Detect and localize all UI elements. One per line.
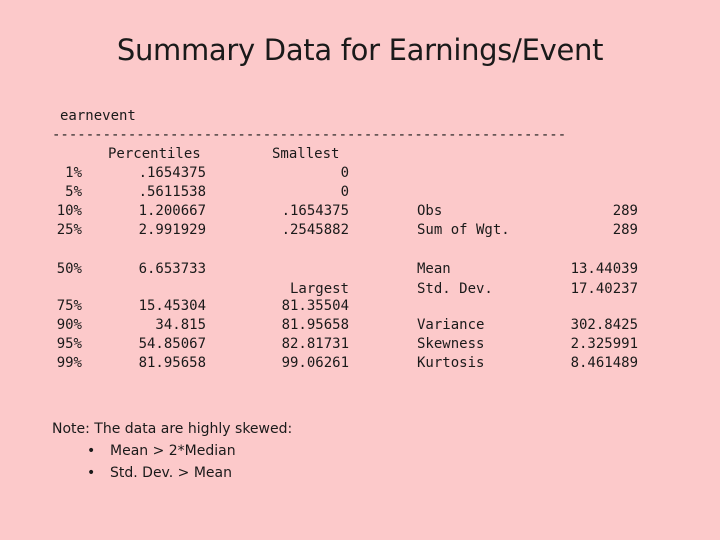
smallest-value: 0 [340,184,349,200]
pct-label: 10% [56,203,82,219]
percentile-value: .5611538 [138,184,206,200]
stat-value: 289 [612,222,638,238]
pct-label: 95% [56,336,82,352]
note-heading: Note: The data are highly skewed: [52,421,293,437]
pct-label: 25% [56,222,82,238]
stat-label: Mean [417,261,451,277]
stat-value: 289 [612,203,638,219]
variable-name: earnevent [60,108,136,124]
stat-label: Kurtosis [417,355,485,371]
stat-label: Sum of Wgt. [417,222,510,238]
stat-value: 13.44039 [570,261,638,277]
pct-label: 50% [56,261,82,277]
note-block: Note: The data are highly skewed: • Mean… [52,418,292,484]
page-title: Summary Data for Earnings/Event [116,33,604,67]
stat-value: 2.325991 [570,336,638,352]
stat-value: 8.461489 [570,355,638,371]
percentile-value: 34.815 [155,317,206,333]
pct-label: 99% [56,355,82,371]
smallest-value: .1654375 [281,203,349,219]
smallest-value: 0 [340,165,349,181]
stat-label: Skewness [417,336,485,352]
percentile-value: .1654375 [138,165,206,181]
divider-line: ----------------------------------------… [52,127,567,143]
largest-value: 82.81731 [281,336,349,352]
stat-label: Variance [417,317,485,333]
stat-value: 17.40237 [570,281,638,297]
stat-label: Std. Dev. [417,281,493,297]
stat-label: Obs [417,203,443,219]
largest-value: 81.95658 [281,317,349,333]
note-item: • Mean > 2*Median [52,440,292,462]
largest-value: 99.06261 [281,355,349,371]
largest-header: Largest [289,281,349,297]
percentile-value: 2.991929 [138,222,206,238]
percentile-value: 54.85067 [138,336,206,352]
bullet-icon: • [87,465,96,481]
pct-label: 90% [56,317,82,333]
percentile-value: 6.653733 [138,261,206,277]
pct-label: 1% [65,165,82,181]
percentiles-header: Percentiles [108,146,201,162]
stat-value: 302.8425 [570,317,638,333]
bullet-icon: • [87,443,96,459]
note-item-text: Std. Dev. > Mean [110,465,232,481]
note-list: • Mean > 2*Median • Std. Dev. > Mean [52,440,292,484]
largest-value: 81.35504 [281,298,349,314]
pct-label: 5% [65,184,82,200]
note-item: • Std. Dev. > Mean [52,462,292,484]
smallest-header: Smallest [272,146,340,162]
smallest-value: .2545882 [281,222,349,238]
percentile-value: 15.45304 [138,298,206,314]
percentile-value: 1.200667 [138,203,206,219]
pct-label: 75% [56,298,82,314]
percentile-value: 81.95658 [138,355,206,371]
note-item-text: Mean > 2*Median [110,443,236,459]
